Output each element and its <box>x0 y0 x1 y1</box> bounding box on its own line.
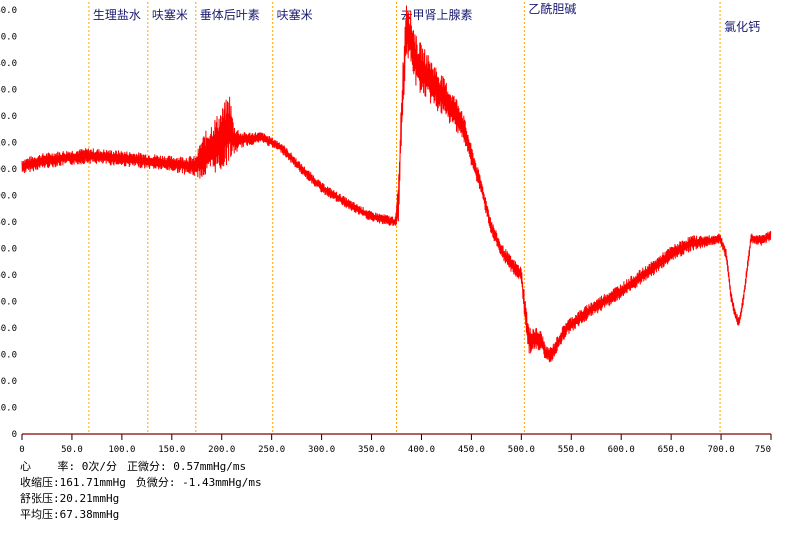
mean-pressure-readout: 平均压:67.38mmHg <box>20 508 120 521</box>
x-tick-label: 50.0 <box>61 445 83 455</box>
event-marker-label: 垂体后叶素 <box>200 8 260 22</box>
event-marker-label: 生理盐水 <box>93 8 141 22</box>
negative-derivative-readout: 负微分: -1.43mmHg/ms <box>135 476 262 489</box>
y-tick-label: 80.0 <box>0 218 17 228</box>
x-tick-label: 650.0 <box>658 445 685 455</box>
y-axis: 0 10.0 20.0 30.0 40.0 50.0 60.0 70.0 80.0 90.0 100… <box>0 6 17 440</box>
y-tick-label: 60.0 <box>0 271 17 281</box>
x-tick-label: 0 <box>19 445 24 455</box>
y-tick-label: 50.0 <box>0 298 17 308</box>
y-tick-label: 100.0 <box>0 165 17 175</box>
event-marker-label: 呋塞米 <box>277 7 313 22</box>
y-tick-label: 160.0 <box>0 6 17 16</box>
y-tick-label: 150.0 <box>0 33 17 43</box>
pressure-trace <box>21 5 772 363</box>
y-tick-label: 110.0 <box>0 139 17 149</box>
y-tick-label: 120.0 <box>0 112 17 122</box>
systolic-readout: 收缩压:161.71mmHg <box>20 476 126 489</box>
y-tick-label: 0 <box>12 430 17 440</box>
x-tick-label: 350.0 <box>358 445 385 455</box>
y-tick-label: 140.0 <box>0 59 17 69</box>
x-tick-label: 100.0 <box>108 445 135 455</box>
y-tick-label: 70.0 <box>0 245 17 255</box>
event-marker-label: 氯化钙 <box>724 20 760 34</box>
x-tick-label: 550.0 <box>558 445 585 455</box>
blood-pressure-chart: 0 10.0 20.0 30.0 40.0 50.0 60.0 70.0 80.0 90.0 100… <box>0 2 772 455</box>
event-marker-label: 乙酰胆碱 <box>528 2 576 16</box>
x-tick-label: 600.0 <box>608 445 635 455</box>
readout-panel: 心 率: 0次/分 正微分: 0.57mmHg/ms 收缩压:161.71mmHg… <box>20 459 272 523</box>
y-tick-label: 30.0 <box>0 351 17 361</box>
y-tick-label: 10.0 <box>0 404 17 414</box>
heart-rate-readout: 心 率: 0次/分 <box>20 460 117 473</box>
x-tick-label: 150.0 <box>158 445 185 455</box>
x-tick-label: 300.0 <box>308 445 335 455</box>
x-tick-label: 450.0 <box>458 445 485 455</box>
event-marker-label: 去甲肾上腺素 <box>401 8 473 22</box>
x-tick-label: 400.0 <box>408 445 435 455</box>
diastolic-readout: 舒张压:20.21mmHg <box>20 492 120 505</box>
y-tick-label: 90.0 <box>0 192 17 202</box>
x-tick-label: 700.0 <box>708 445 735 455</box>
x-axis: 0 50.0 100.0 150.0 200.0 250.0 300.0 350.0 400.0… <box>19 434 772 455</box>
x-tick-label: 750 <box>755 445 771 455</box>
x-tick-label: 250.0 <box>258 445 285 455</box>
positive-derivative-readout: 正微分: 0.57mmHg/ms <box>126 460 247 473</box>
y-tick-label: 130.0 <box>0 86 17 96</box>
y-tick-label: 40.0 <box>0 324 17 334</box>
x-tick-label: 500.0 <box>508 445 535 455</box>
y-tick-label: 20.0 <box>0 377 17 387</box>
x-tick-label: 200.0 <box>208 445 235 455</box>
event-marker-label: 呋塞米 <box>152 7 188 22</box>
